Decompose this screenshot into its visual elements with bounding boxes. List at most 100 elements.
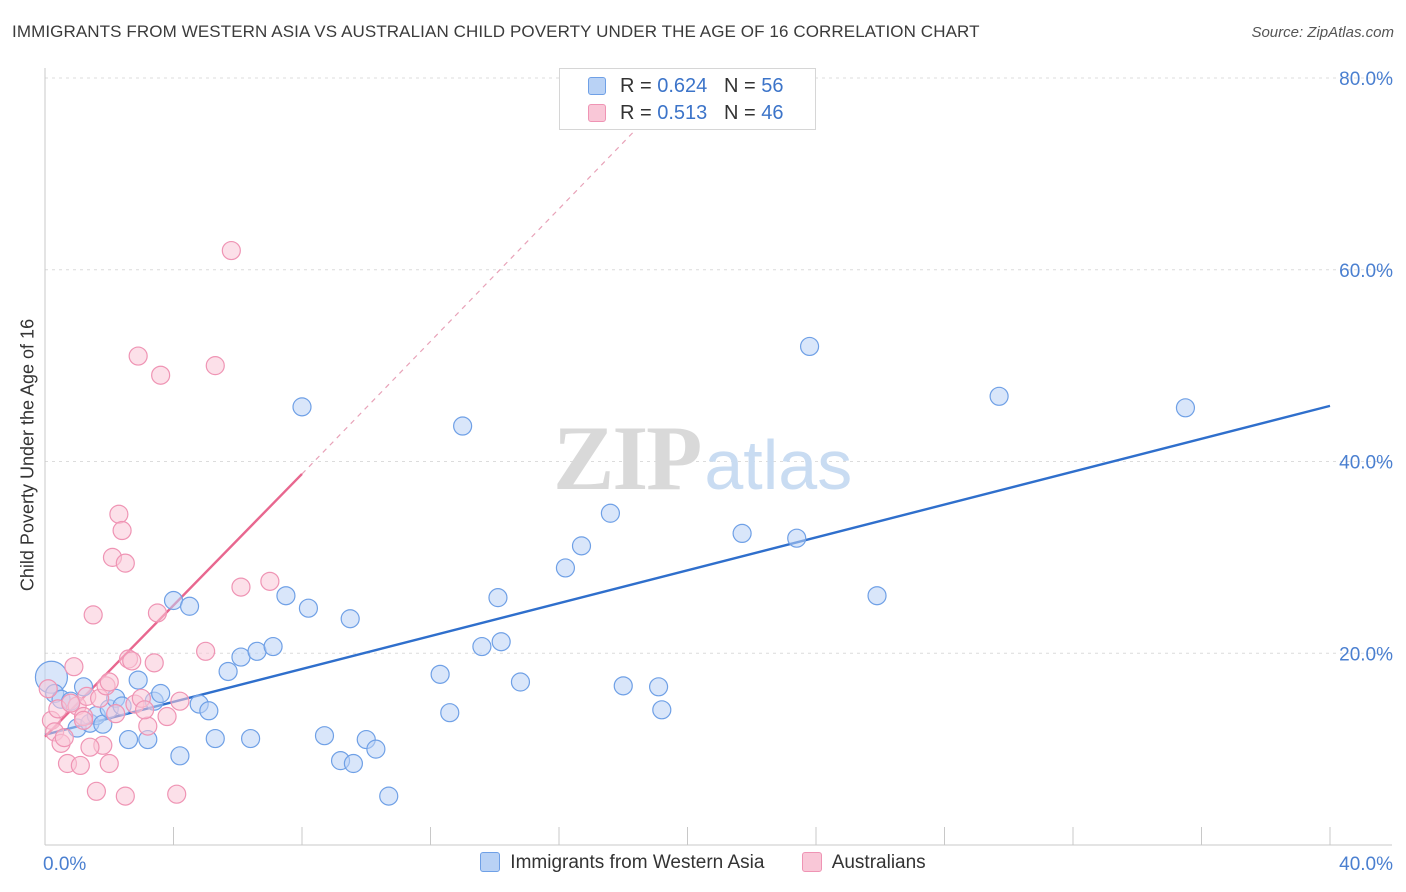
y-tick-label: 60.0% (1339, 261, 1393, 282)
point-australians (128, 346, 148, 366)
point-western-asia (652, 700, 672, 720)
point-western-asia (218, 661, 238, 682)
point-western-asia (472, 636, 492, 657)
point-australians (115, 786, 135, 806)
point-australians (205, 356, 225, 376)
y-tick-label: 20.0% (1339, 644, 1393, 665)
data-points (34, 240, 1196, 806)
point-western-asia (343, 753, 363, 774)
legend-swatch-blue (480, 852, 501, 872)
point-western-asia (379, 786, 399, 806)
x-tick-label: 40.0% (1339, 854, 1393, 875)
tick-labels: 20.0% 40.0% 60.0% 80.0% 0.0% 40.0% (43, 69, 1393, 875)
point-australians (86, 781, 107, 801)
point-western-asia (571, 536, 592, 556)
trend-lines (44, 125, 1331, 738)
n-value-australians: 46 (761, 102, 784, 124)
point-western-asia (179, 596, 200, 616)
legend-item-australians: Australians (801, 852, 926, 874)
point-western-asia (366, 739, 386, 759)
point-western-asia (510, 672, 531, 692)
point-western-asia (613, 676, 633, 696)
legend-swatch-pink (588, 104, 606, 122)
x-tick-label: 0.0% (43, 854, 86, 875)
axes (44, 68, 1392, 846)
point-australians (151, 365, 171, 385)
point-western-asia (151, 683, 171, 704)
point-western-asia (298, 598, 319, 618)
point-australians (64, 657, 84, 677)
point-western-asia (263, 636, 283, 657)
point-western-asia (488, 588, 508, 608)
point-western-asia (276, 586, 296, 606)
x-tick-marks (44, 827, 1331, 845)
point-australians (134, 700, 155, 720)
legend-swatch-pink (801, 852, 822, 872)
point-western-asia (799, 336, 820, 357)
r-value-western-asia: 0.624 (657, 75, 708, 97)
point-australians (221, 240, 241, 261)
point-western-asia (314, 726, 335, 746)
point-western-asia (340, 609, 360, 629)
point-australians (138, 716, 158, 736)
correlation-legend: R = 0.624 N = 56 R = 0.513 N = 46 (559, 68, 816, 130)
point-australians (83, 605, 103, 625)
point-western-asia (199, 701, 219, 721)
point-western-asia (163, 590, 184, 611)
point-western-asia (170, 746, 190, 766)
point-australians (115, 553, 135, 573)
n-value-western-asia: 56 (761, 75, 784, 97)
point-western-asia (247, 641, 267, 661)
chart-title: IMMIGRANTS FROM WESTERN ASIA VS AUSTRALI… (12, 22, 980, 41)
point-western-asia (292, 397, 312, 417)
point-australians (196, 641, 216, 661)
point-western-asia (787, 528, 807, 548)
point-western-asia (867, 586, 887, 606)
point-australians (70, 755, 90, 776)
grid-lines (45, 77, 1392, 654)
point-western-asia (128, 670, 148, 690)
point-western-asia (440, 703, 460, 723)
point-western-asia (491, 632, 511, 652)
point-western-asia (241, 728, 261, 749)
y-axis-label: Child Poverty Under the Age of 16 (17, 318, 38, 592)
point-australians (80, 737, 100, 757)
point-australians (112, 520, 132, 541)
point-australians (170, 691, 190, 711)
point-australians (147, 603, 168, 623)
point-western-asia (231, 647, 251, 667)
point-western-asia (600, 503, 621, 523)
point-western-asia (732, 523, 752, 544)
point-australians (73, 710, 94, 730)
legend-item-western-asia: Immigrants from Western Asia (480, 852, 764, 874)
point-western-asia (1175, 398, 1196, 418)
point-australians (144, 653, 164, 673)
point-australians (122, 651, 142, 671)
point-western-asia (453, 416, 473, 436)
point-australians (99, 672, 119, 692)
point-western-asia (989, 386, 1009, 406)
legend-row-australians: R = 0.513 N = 46 (588, 102, 783, 126)
trend-line-western-asia (44, 404, 1331, 736)
y-tick-label: 80.0% (1339, 69, 1393, 90)
y-tick-label: 40.0% (1339, 453, 1393, 474)
point-australians (260, 571, 280, 591)
point-western-asia (205, 728, 225, 749)
r-value-australians: 0.513 (657, 102, 708, 124)
source-label: Source: ZipAtlas.com (1251, 24, 1394, 41)
legend-row-western-asia: R = 0.624 N = 56 (588, 75, 783, 99)
point-western-asia (118, 729, 139, 750)
point-western-asia (555, 558, 576, 578)
trend-extension-australians (301, 125, 640, 475)
point-australians (167, 784, 187, 804)
point-australians (61, 693, 81, 713)
point-australians (109, 504, 129, 524)
legend-swatch-blue (588, 77, 606, 95)
point-western-asia (648, 677, 669, 697)
point-australians (99, 753, 119, 774)
point-australians (54, 728, 74, 748)
series-legend: Immigrants from Western Asia Australians (0, 852, 1406, 874)
point-australians (231, 577, 251, 597)
point-australians (157, 706, 177, 727)
